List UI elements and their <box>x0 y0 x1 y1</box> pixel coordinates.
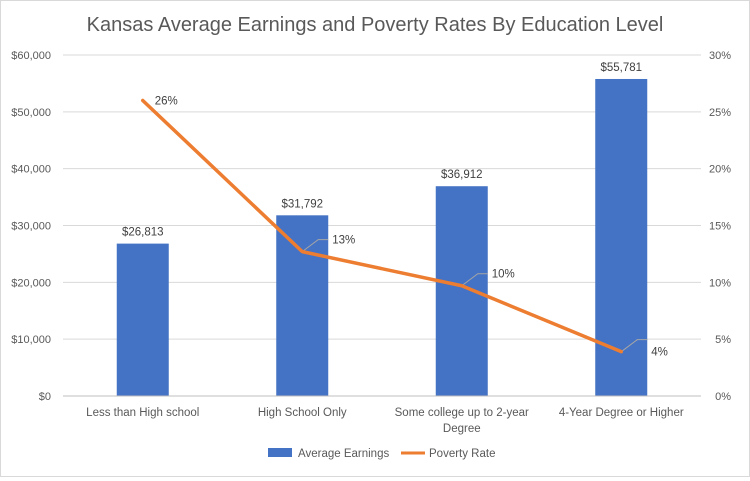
left-tick-label: $20,000 <box>11 277 51 289</box>
x-axis: Less than High school High School Only Som… <box>63 395 701 435</box>
earnings-bar-label: $31,792 <box>281 198 323 210</box>
left-tick-label: $0 <box>39 391 51 403</box>
right-tick-label: 30% <box>709 50 731 62</box>
category-label: Less than High school <box>86 407 199 419</box>
category-label: Some college up to 2-year <box>395 407 529 419</box>
earnings-bar <box>435 186 488 396</box>
right-tick-label: 5% <box>715 334 731 346</box>
right-axis: 0% 5% 10% 15% 20% 25% 30% <box>709 50 731 403</box>
right-tick-label: 0% <box>715 391 731 403</box>
legend-label-poverty-rate: Poverty Rate <box>429 448 495 460</box>
label-leader-line <box>461 273 488 287</box>
earnings-bar-label: $26,813 <box>122 227 164 239</box>
legend-label-average-earnings: Average Earnings <box>298 448 389 460</box>
category-label: Degree <box>443 423 481 435</box>
left-tick-label: $40,000 <box>11 164 51 176</box>
right-tick-label: 10% <box>709 277 731 289</box>
left-tick-label: $30,000 <box>11 221 51 233</box>
label-leader-line <box>301 239 329 253</box>
poverty-rate-line <box>141 98 623 354</box>
legend: Average Earnings Poverty Rate <box>268 448 495 460</box>
earnings-bar <box>276 215 329 396</box>
poverty-rate-label: 26% <box>155 95 178 107</box>
left-tick-label: $50,000 <box>11 107 51 119</box>
poverty-line-layer <box>141 98 648 354</box>
earnings-bar <box>116 243 169 396</box>
bars <box>116 78 648 397</box>
category-label: 4-Year Degree or Higher <box>559 407 684 419</box>
line-labels: 26% 13% 10% 4% <box>155 95 668 358</box>
left-axis: $0 $10,000 $20,000 $30,000 $40,000 $50,000 $60… <box>11 50 51 403</box>
right-tick-label: 15% <box>709 221 731 233</box>
right-tick-label: 20% <box>709 164 731 176</box>
bar-labels: $26,813 $31,792 $36,912 $55,781 <box>122 62 642 239</box>
earnings-bar-label: $36,912 <box>441 169 483 181</box>
gridlines <box>63 54 701 397</box>
category-label: High School Only <box>258 407 347 419</box>
left-tick-label: $60,000 <box>11 50 51 62</box>
poverty-rate-label: 10% <box>492 269 515 281</box>
right-tick-label: 25% <box>709 107 731 119</box>
earnings-bar-label: $55,781 <box>600 62 642 74</box>
legend-swatch-average-earnings <box>268 448 292 457</box>
earnings-bar <box>595 78 648 397</box>
label-leader-line <box>620 339 648 353</box>
poverty-rate-label: 13% <box>332 235 355 247</box>
left-tick-label: $10,000 <box>11 334 51 346</box>
poverty-rate-label: 4% <box>651 347 668 359</box>
chart-title: Kansas Average Earnings and Poverty Rate… <box>87 14 664 36</box>
